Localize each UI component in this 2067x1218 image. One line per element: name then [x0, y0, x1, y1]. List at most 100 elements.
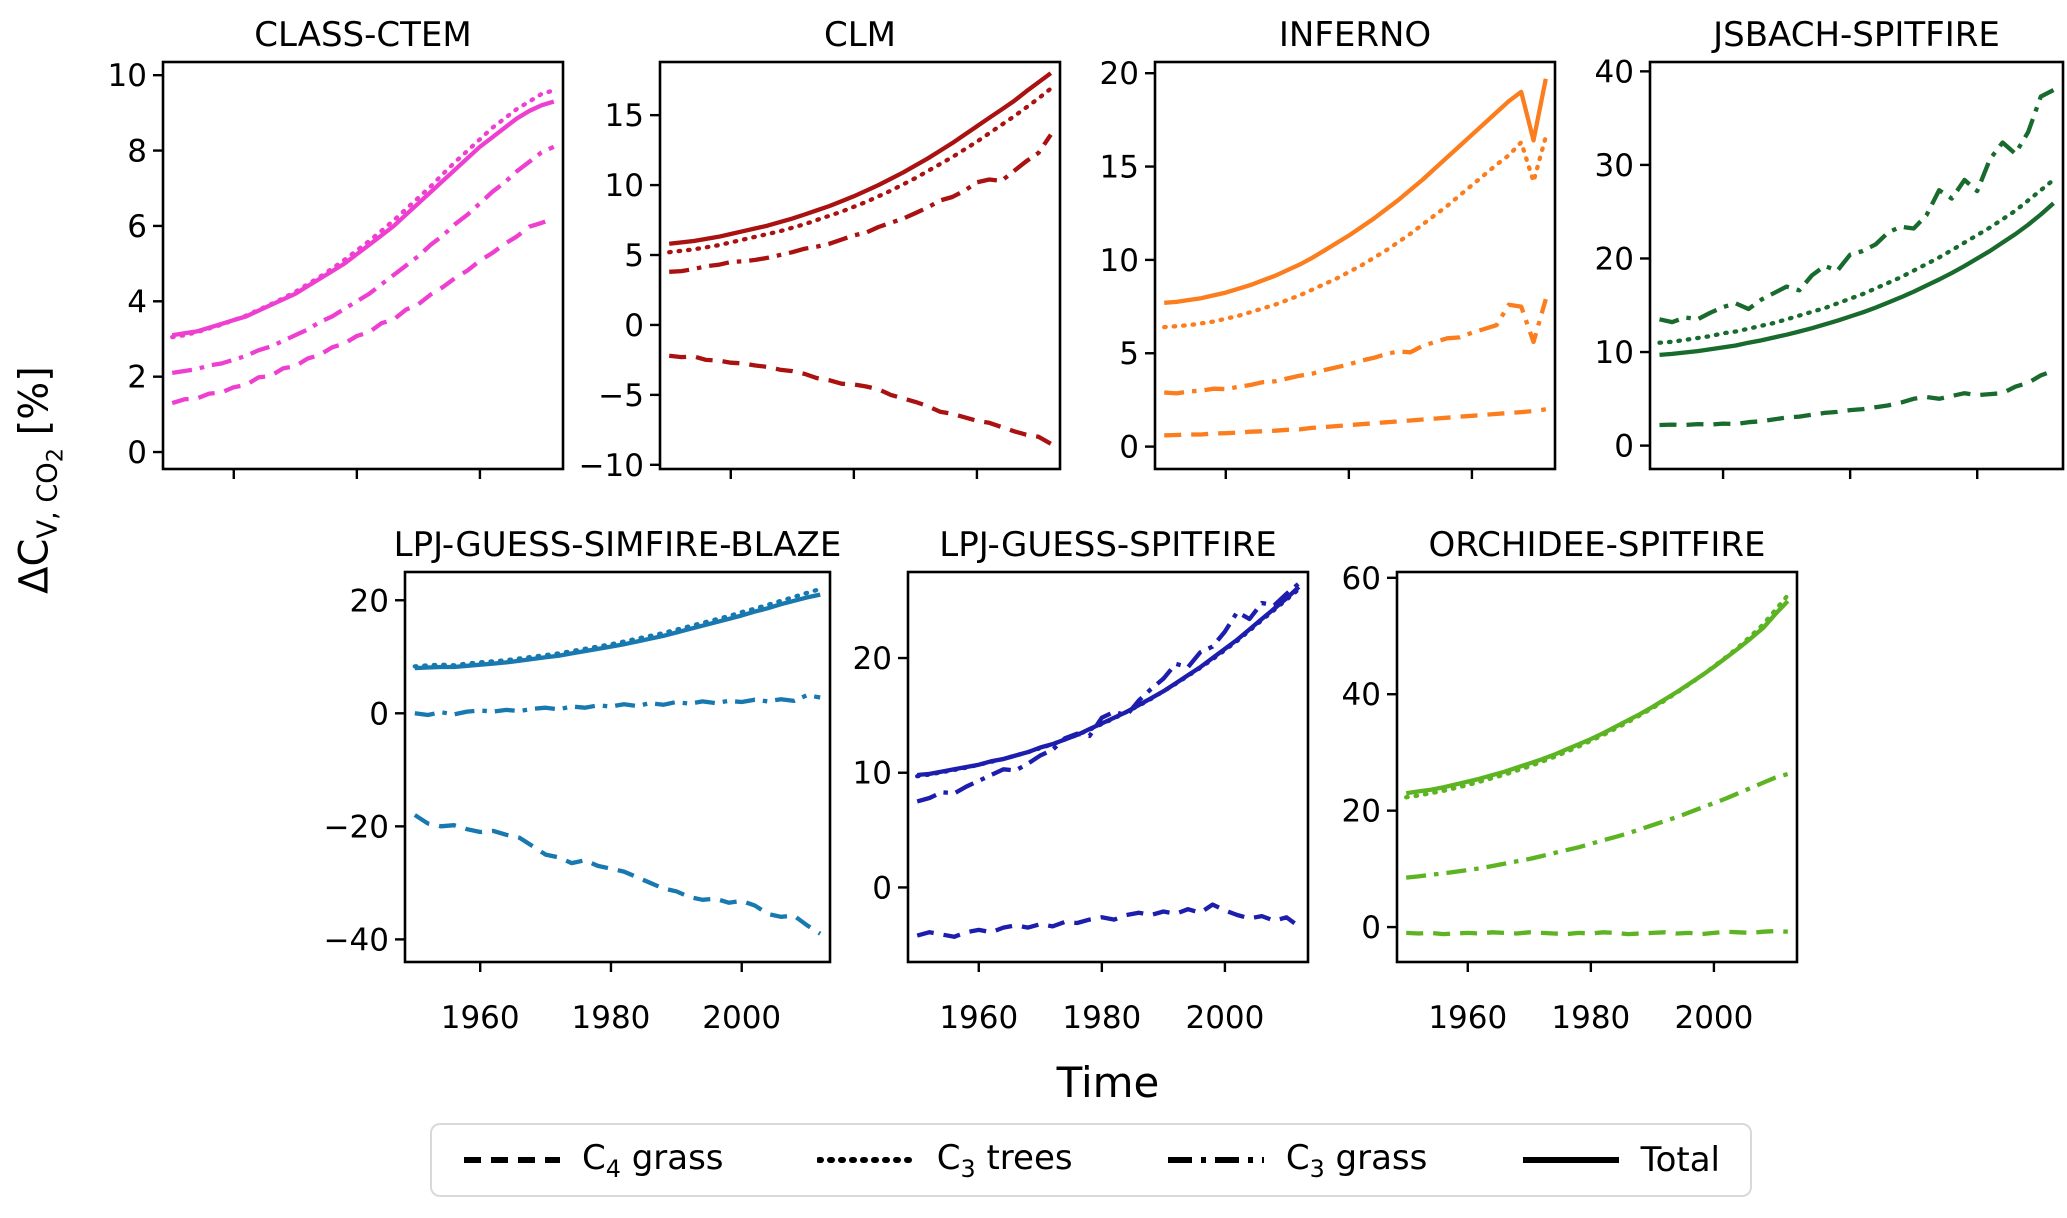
x-axis-label: Time [1056, 1058, 1160, 1107]
y-tick-label: 20 [1100, 56, 1139, 92]
y-tick-label: 5 [1119, 336, 1139, 372]
x-tick-label: 2000 [1185, 1000, 1264, 1036]
series-line-dashed [1164, 407, 1547, 438]
series-line-dotted [915, 587, 1301, 779]
series-line-solid [1659, 201, 2055, 358]
legend-label-base: C [1285, 1137, 1310, 1178]
y-tick-label: 0 [1614, 429, 1634, 465]
series-line-solid [1164, 78, 1548, 305]
legend-label: C4 grass [582, 1138, 724, 1183]
y-tick-label: 60 [1342, 561, 1381, 597]
legend-label-subscript: 3 [960, 1154, 976, 1183]
series-line-dashdot [1164, 298, 1548, 396]
panel-LPJ-GUESS-SPITFIRE: LPJ-GUESS-SPITFIRE 0 10 20 1960 1980 2000 [853, 525, 1310, 1036]
legend-label-rest: trees [975, 1137, 1073, 1178]
plot-box [403, 570, 832, 964]
legend-entry-c4-grass: C4 grass [462, 1138, 724, 1183]
panel-title: LPJ-GUESS-SIMFIRE-BLAZE [394, 525, 842, 565]
y-tick-label: 0 [127, 435, 147, 471]
plot-box [1648, 60, 2065, 471]
legend-sample-dashdot-line [1167, 1156, 1264, 1163]
y-tick-label: 0 [1119, 430, 1139, 466]
series-line-solid [917, 585, 1301, 778]
legend-label-subscript: 3 [1309, 1154, 1325, 1183]
x-tick-label: 1960 [441, 1000, 520, 1036]
panel-LPJ-GUESS-SIMFIRE-BLAZE: LPJ-GUESS-SIMFIRE-BLAZE −40 −20 0 20 1960 1980… [324, 525, 842, 1036]
y-axis-label-sub: V, CO [32, 462, 64, 539]
y-axis-label-unit: [%] [11, 366, 58, 449]
y-tick-label: 15 [1100, 150, 1139, 186]
series-line-dashed [668, 353, 1052, 446]
series-line-dotted [170, 88, 556, 340]
panel-title: JSBACH-SPITFIRE [1711, 15, 2000, 55]
legend-label-base: C [582, 1137, 606, 1178]
panel-CLM: CLM −10 −5 0 5 10 15 [579, 15, 1062, 484]
plot-box [658, 60, 1062, 471]
series-line-solid [1405, 599, 1790, 796]
legend-entry-c3-grass: C3 grass [1166, 1137, 1428, 1183]
x-tick-label: 2000 [1674, 1000, 1753, 1036]
plot-box [906, 570, 1310, 964]
y-tick-label: 30 [1595, 148, 1634, 184]
series-line-dotted [1657, 177, 2056, 345]
y-tick-label: 10 [1100, 243, 1139, 279]
y-tick-label: 4 [127, 284, 147, 320]
legend-entry-total: Total [1521, 1140, 1720, 1180]
legend-sample-dashed-line [464, 1156, 560, 1163]
y-tick-label: 10 [1595, 335, 1634, 371]
series-line-solid [414, 592, 821, 671]
series-line-dotted [412, 586, 823, 669]
y-tick-label: 20 [350, 583, 389, 619]
series-line-dashdot [1659, 88, 2055, 325]
legend-label-base: C [936, 1137, 961, 1178]
plot-box [1153, 60, 1557, 471]
series-line-dashed [916, 902, 1301, 939]
series-line-solid [171, 99, 555, 338]
y-tick-label: 0 [872, 870, 892, 906]
series-line-dashdot [171, 144, 555, 376]
series-line-solid [668, 71, 1053, 246]
y-tick-label: 0 [1361, 910, 1381, 946]
panel-title: ORCHIDEE-SPITFIRE [1428, 525, 1765, 565]
y-axis-label-subsub: 2 [42, 448, 69, 463]
y-tick-label: 5 [624, 238, 644, 274]
legend-label-rest: grass [1324, 1137, 1428, 1178]
panel-title: CLM [824, 15, 896, 55]
series-line-dashed [171, 216, 555, 406]
series-line-dashdot [916, 581, 1301, 804]
series-line-dashdot [669, 133, 1053, 274]
y-tick-label: 6 [127, 209, 147, 245]
legend-sample-solid-line [1522, 1157, 1619, 1163]
y-tick-label: −40 [324, 922, 389, 958]
series-line-dotted [1162, 134, 1548, 330]
legend: C4 grass C3 trees C3 grass Total [430, 1123, 1752, 1197]
y-tick-label: 8 [127, 134, 147, 170]
x-tick-label: 1960 [939, 1000, 1018, 1036]
y-tick-label: 20 [1595, 241, 1634, 277]
y-tick-label: 20 [853, 641, 892, 677]
series-line-dashed [413, 813, 822, 936]
legend-label-subscript: 4 [605, 1154, 621, 1183]
y-tick-label: 0 [624, 308, 644, 344]
x-tick-label: 2000 [702, 1000, 781, 1036]
legend-label: Total [1641, 1140, 1720, 1180]
legend-label: C3 trees [937, 1138, 1073, 1183]
y-tick-label: −20 [324, 809, 389, 845]
series-line-dashdot [1405, 771, 1789, 880]
x-tick-label: 1960 [1428, 1000, 1507, 1036]
panel-CLASS-CTEM: CLASS-CTEM 0 2 4 6 8 10 [108, 15, 565, 479]
y-tick-label: −5 [598, 378, 644, 414]
panel-title: INFERNO [1279, 15, 1431, 55]
plot-box [161, 60, 565, 471]
panel-title: CLASS-CTEM [254, 15, 471, 55]
series-line-dashed [1406, 928, 1788, 937]
x-tick-label: 1980 [1062, 1000, 1141, 1036]
y-tick-label: 40 [1342, 677, 1381, 713]
legend-label-base: Total [1640, 1140, 1720, 1180]
panel-INFERNO: INFERNO 0 5 10 15 20 [1100, 15, 1557, 479]
y-axis-label: ΔCV, CO2 [%] [11, 366, 68, 594]
panel-ORCHIDEE-SPITFIRE: ORCHIDEE-SPITFIRE 0 20 40 60 1960 1980 2000 [1342, 525, 1799, 1036]
y-tick-label: 40 [1595, 54, 1634, 90]
series-line-dashdot [414, 693, 821, 718]
